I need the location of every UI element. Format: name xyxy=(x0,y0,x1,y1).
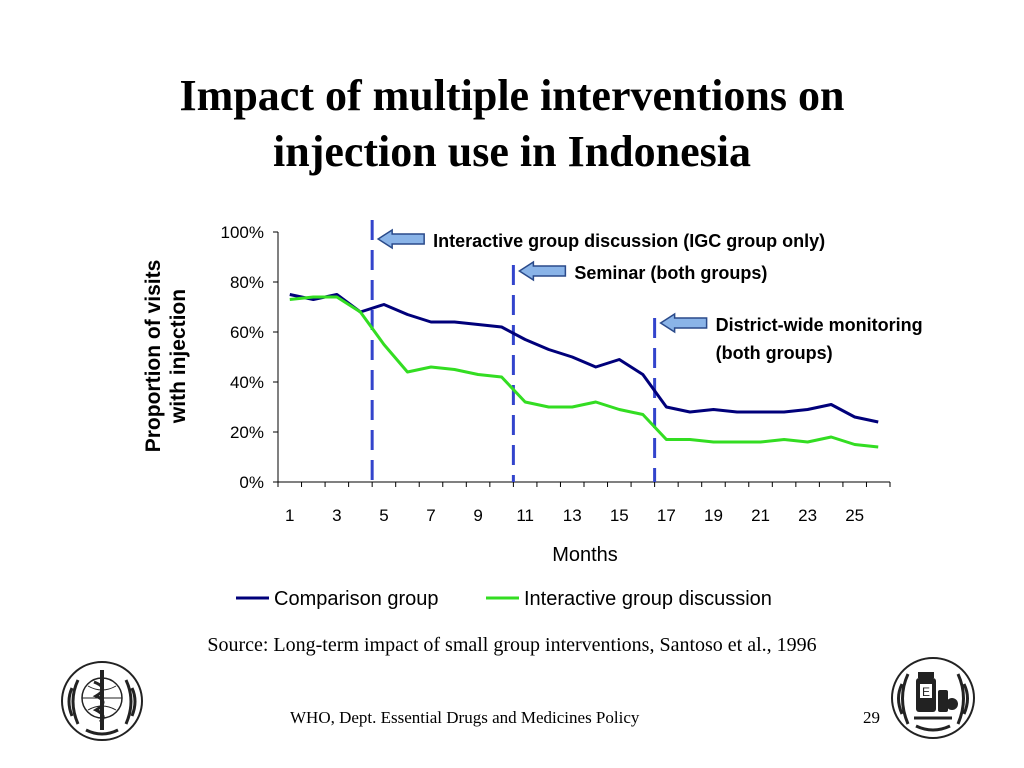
intervention-label: (both groups) xyxy=(716,343,833,363)
x-tick-label: 11 xyxy=(516,506,534,525)
intervention-arrow xyxy=(517,260,567,282)
x-tick-label: 7 xyxy=(426,506,435,525)
intervention-label: Interactive group discussion (IGC group … xyxy=(433,231,825,251)
y-tick-label: 100% xyxy=(221,223,264,242)
page-number: 29 xyxy=(863,708,880,727)
title-line-2: injection use in Indonesia xyxy=(273,127,751,176)
x-tick-label: 23 xyxy=(798,506,817,525)
injection-use-chart: 0%20%40%60%80%100%1 3 5 7 9 11 13 15 17 19 21 23 25M… xyxy=(142,220,923,610)
x-tick-label: 3 xyxy=(332,506,341,525)
x-tick-label: 25 xyxy=(845,506,864,525)
x-tick-label: 1 xyxy=(285,506,294,525)
legend-label: Interactive group discussion xyxy=(524,588,772,610)
x-axis-title: Months xyxy=(552,544,618,566)
page-title: Impact of multiple interventions on inje… xyxy=(0,68,1024,180)
intervention-label: District-wide monitoring xyxy=(716,315,923,335)
x-tick-label: 9 xyxy=(473,506,482,525)
x-tick-label: 13 xyxy=(563,506,582,525)
legend-label: Comparison group xyxy=(274,588,439,610)
series-line xyxy=(289,293,879,424)
x-tick-label: 5 xyxy=(379,506,388,525)
y-tick-label: 0% xyxy=(239,473,264,492)
who-emblem-icon xyxy=(61,661,143,741)
y-tick-label: 40% xyxy=(230,373,264,392)
x-tick-label: 21 xyxy=(751,506,770,525)
series-line xyxy=(289,295,879,449)
intervention-arrow xyxy=(659,312,708,334)
y-tick-label: 80% xyxy=(230,273,264,292)
x-tick-label: 19 xyxy=(704,506,723,525)
intervention-label: Seminar (both groups) xyxy=(574,263,767,283)
y-tick-label: 60% xyxy=(230,323,264,342)
essential-drugs-emblem-icon: E xyxy=(891,657,975,739)
y-axis-title-line: with injection xyxy=(167,289,190,424)
y-axis-title-line: Proportion of visits xyxy=(142,260,165,453)
x-tick-label: 15 xyxy=(610,506,629,525)
footer-department: WHO, Dept. Essential Drugs and Medicines… xyxy=(290,708,640,727)
source-citation: Source: Long-term impact of small group … xyxy=(207,634,817,656)
title-line-1: Impact of multiple interventions on xyxy=(179,71,845,120)
svg-text:E: E xyxy=(922,685,930,699)
x-tick-label: 17 xyxy=(657,506,676,525)
y-tick-label: 20% xyxy=(230,423,264,442)
intervention-arrow xyxy=(376,228,425,250)
y-axis-title: Proportion of visitswith injection xyxy=(142,260,190,453)
